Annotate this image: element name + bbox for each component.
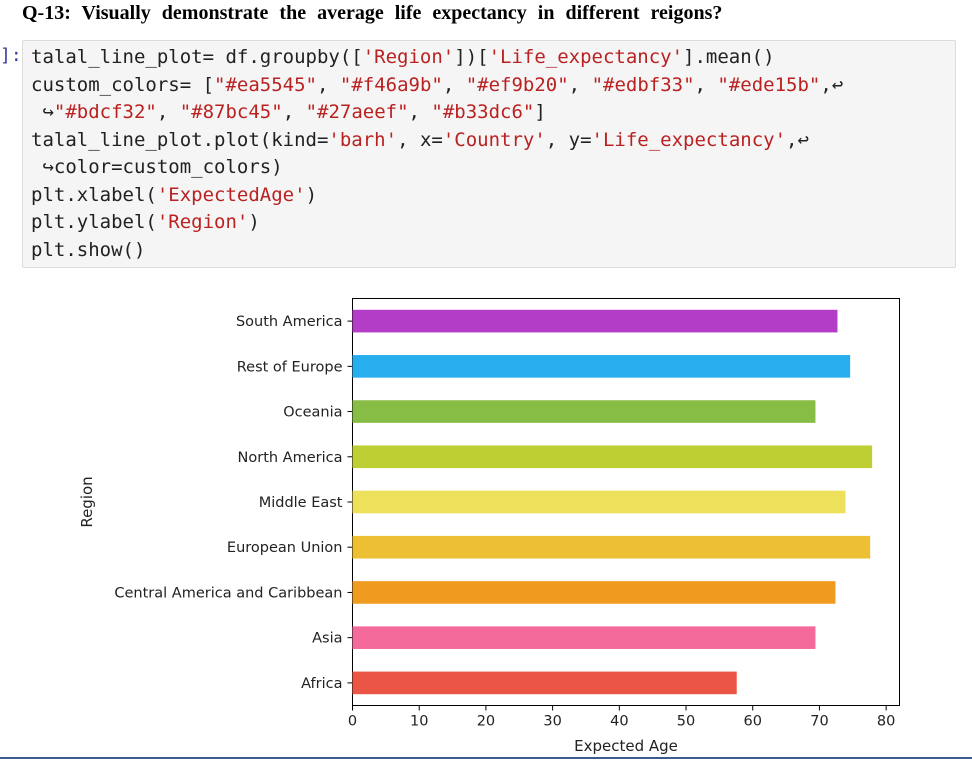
code-string-token: "#27aeef" <box>305 101 409 123</box>
bar-south-america <box>352 309 838 333</box>
code-string-token: "#ede15b" <box>717 73 821 96</box>
code-token: plt.xlabel( <box>31 183 157 206</box>
y-tick-label: Africa <box>301 676 342 692</box>
code-token: , <box>694 73 718 96</box>
code-token: plt.show() <box>31 238 146 261</box>
bar-central-america-and-caribbean <box>352 581 836 604</box>
y-tick-label: European Union <box>227 540 343 556</box>
code-cell[interactable]: talal_line_plot= df.groupby(['Region'])[… <box>22 40 956 268</box>
cell-output: Africa Asia Central America and Caribbean E… <box>0 290 972 759</box>
y-tick-label: North America <box>238 450 343 466</box>
bar-european-union <box>352 535 871 559</box>
code-string-token: 'Region' <box>156 211 249 233</box>
code-line: talal_line_plot= df.groupby(['Region'])[… <box>31 46 775 68</box>
code-line: talal_line_plot.plot(kind='barh', x='Cou… <box>31 129 809 151</box>
code-line: plt.xlabel('ExpectedAge') <box>31 184 317 206</box>
code-token: custom_colors= [ <box>31 73 215 96</box>
code-string-token: 'barh' <box>328 128 398 151</box>
x-tick-label: 60 <box>744 714 762 730</box>
bar-middle-east <box>352 490 846 514</box>
y-tick-label: Rest of Europe <box>237 359 343 375</box>
x-tick-label: 10 <box>410 714 428 730</box>
y-axis-label: Region <box>78 476 96 527</box>
code-string-token: "#b33dc6" <box>431 101 535 123</box>
bar-north-america <box>352 445 873 469</box>
code-token: ↪color=custom_colors) <box>31 156 283 178</box>
page-bottom-border <box>0 757 972 759</box>
x-tick-label: 80 <box>877 714 895 730</box>
question-heading: Q-13: Visually demonstrate the average l… <box>22 2 723 24</box>
code-token: ,↩ <box>820 73 844 96</box>
code-token: , y= <box>545 128 592 151</box>
code-string-token: 'Life_expectancy' <box>488 46 684 68</box>
code-token: , <box>156 101 180 123</box>
y-tick-label: Asia <box>312 631 342 647</box>
y-tick-label: South America <box>236 314 343 330</box>
code-token: talal_line_plot= df.groupby([ <box>31 46 363 68</box>
code-token: , <box>568 73 592 96</box>
code-line: ↪color=custom_colors) <box>31 156 283 178</box>
code-token: , <box>408 101 432 123</box>
code-token: ])[ <box>454 46 489 68</box>
code-token: ) <box>305 183 318 206</box>
code-token: , <box>316 73 340 96</box>
code-token: ].mean() <box>683 46 775 68</box>
code-token: ,↩ <box>786 128 809 151</box>
x-tick-label: 50 <box>677 714 695 730</box>
code-token: ) <box>248 211 260 233</box>
y-tick-label: Oceania <box>283 405 342 421</box>
code-line: custom_colors= ["#ea5545", "#f46a9b", "#… <box>31 74 843 96</box>
y-tick-label: Central America and Caribbean <box>114 585 342 601</box>
code-string-token: "#ea5545" <box>214 73 317 96</box>
code-token: , <box>282 101 306 123</box>
x-tick-label: 0 <box>348 714 357 730</box>
x-tick-label: 30 <box>543 714 561 730</box>
code-token: plt.ylabel( <box>31 211 157 233</box>
code-token: , <box>442 73 466 96</box>
bar-rest-of-europe <box>352 355 851 378</box>
code-string-token: 'Region' <box>362 46 455 68</box>
code-token: , x= <box>397 128 443 151</box>
y-tick-label: Middle East <box>259 495 343 511</box>
x-axis-label: Expected Age <box>574 737 678 755</box>
code-line: ↪"#bdcf32", "#87bc45", "#27aeef", "#b33d… <box>31 101 546 123</box>
cell-prompt: ]: <box>0 45 22 66</box>
x-tick-label: 20 <box>477 714 495 730</box>
bar-africa <box>352 671 737 695</box>
code-line: plt.ylabel('Region') <box>31 211 260 233</box>
x-tick-label: 40 <box>610 714 628 730</box>
code-string-token: 'Country' <box>442 128 546 151</box>
code-string-token: "#ef9b20" <box>465 73 569 96</box>
code-token: ↪ <box>31 101 54 123</box>
code-editor[interactable]: talal_line_plot= df.groupby(['Region'])[… <box>31 44 843 264</box>
code-string-token: 'ExpectedAge' <box>156 183 306 206</box>
code-string-token: "#edbf33" <box>591 73 695 96</box>
code-token: ] <box>534 101 546 123</box>
code-line: plt.show() <box>31 239 145 261</box>
x-tick-label: 70 <box>810 714 828 730</box>
code-token: talal_line_plot.plot(kind= <box>31 128 329 151</box>
bar-asia <box>352 626 816 649</box>
code-string-token: "#f46a9b" <box>339 73 443 96</box>
bar-chart: Africa Asia Central America and Caribbean E… <box>78 298 900 755</box>
bar-oceania <box>352 400 816 423</box>
code-string-token: "#87bc45" <box>179 101 283 123</box>
code-string-token: 'Life_expectancy' <box>591 128 787 151</box>
code-string-token: "#bdcf32" <box>53 101 157 123</box>
